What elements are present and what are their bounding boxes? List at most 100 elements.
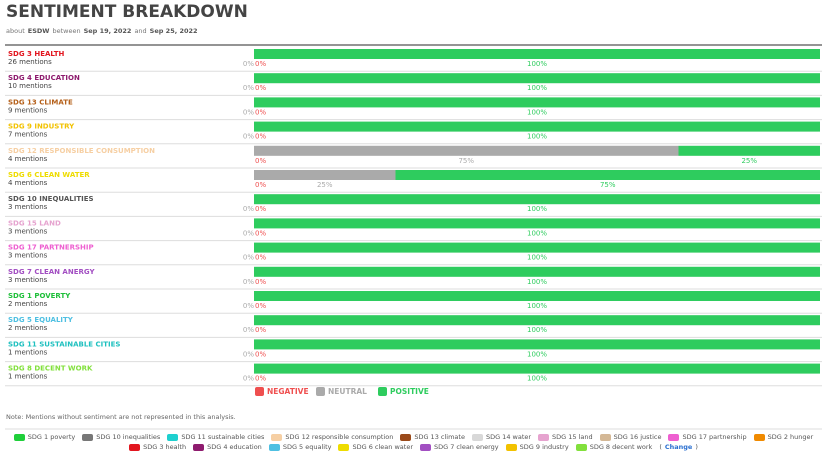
legend-item: SDG 8 decent work <box>575 443 653 451</box>
value-label: 0% <box>255 84 266 92</box>
subtitle-part: Sep 19, 2022 <box>84 27 132 35</box>
row-label: SDG 15 LAND <box>8 219 61 227</box>
value-label: 100% <box>527 133 547 141</box>
subtitle-part: and <box>134 27 146 35</box>
legend-label: SDG 16 justice <box>613 433 662 441</box>
sentiment-label: POSITIVE <box>390 387 429 396</box>
legend-swatch <box>420 443 431 451</box>
change-paren: ) <box>695 443 698 451</box>
legend-row: SDG 1 poverty SDG 10 inequalities SDG 11 s… <box>0 432 827 442</box>
legend-swatch <box>193 443 205 451</box>
row-mentions: 2 mentions <box>8 300 48 308</box>
row-mentions: 3 mentions <box>8 203 48 211</box>
legend-label: SDG 7 clean energy <box>434 443 499 451</box>
value-label: 0% <box>255 278 266 286</box>
legend-item: SDG 12 responsible consumption <box>271 433 393 441</box>
bar-segment <box>254 73 820 84</box>
row-label: SDG 10 INEQUALITIES <box>8 195 94 203</box>
legend-row: SDG 3 health SDG 4 education SDG 5 equalit… <box>0 442 827 452</box>
row-mentions: 26 mentions <box>8 58 52 66</box>
value-label: 0% <box>243 375 254 383</box>
value-label: 100% <box>527 375 547 383</box>
bar-segment <box>254 121 820 132</box>
legend-label: SDG 3 health <box>143 443 187 451</box>
value-label: 0% <box>243 254 254 262</box>
value-label: 0% <box>255 302 266 310</box>
legend-label: SDG 11 sustainable cities <box>181 433 265 441</box>
subtitle: about ESDW between Sep 19, 2022 and Sep 25, 2… <box>6 27 198 35</box>
value-label: 100% <box>527 205 547 213</box>
legend-label: SDG 13 climate <box>414 433 465 441</box>
row-label: SDG 17 PARTNERSHIP <box>8 244 94 252</box>
legend-item: SDG 3 health <box>129 443 186 451</box>
subtitle-part: about <box>6 27 25 35</box>
legend-item: SDG 1 poverty <box>13 433 76 441</box>
legend-swatch <box>538 433 550 441</box>
value-label: 0% <box>255 60 266 68</box>
row-mentions: 1 mentions <box>8 373 48 381</box>
value-label: 0% <box>255 108 266 116</box>
legend-item: SDG 14 water <box>471 433 532 441</box>
legend-label: SDG 8 decent work <box>589 443 653 451</box>
legend-swatch <box>13 433 25 441</box>
sentiment-label: NEUTRAL <box>328 387 367 396</box>
value-label: 0% <box>243 350 254 358</box>
bar-segment <box>254 97 820 108</box>
bar-segment <box>254 363 820 374</box>
value-label: 0% <box>243 229 254 237</box>
legend-item: SDG 7 clean energy <box>420 443 499 451</box>
value-label: 75% <box>600 181 616 189</box>
legend-label: SDG 1 poverty <box>27 433 76 441</box>
value-label: 0% <box>255 375 266 383</box>
change: (Change) <box>659 443 698 451</box>
value-label: 75% <box>458 157 474 165</box>
value-label: 100% <box>527 60 547 68</box>
bar-segment <box>254 242 820 253</box>
value-label: 0% <box>243 205 254 213</box>
legend-label: SDG 14 water <box>485 433 532 441</box>
legend-item: SDG 2 hunger <box>753 433 813 441</box>
legend-label: SDG 12 responsible consumption <box>285 433 394 441</box>
note: Note: Mentions without sentiment are not… <box>6 413 236 421</box>
bar-segment <box>254 291 820 301</box>
sentiment-label: NEGATIVE <box>267 387 309 396</box>
bar-segment <box>254 315 820 326</box>
legend: SDG 1 poverty SDG 10 inequalities SDG 11 s… <box>0 432 827 452</box>
value-label: 100% <box>527 350 547 358</box>
legend-swatch <box>82 433 94 441</box>
row-mentions: 3 mentions <box>8 276 48 284</box>
row-label: SDG 9 INDUSTRY <box>8 123 75 131</box>
legend-swatch <box>271 433 283 441</box>
subtitle-part: ESDW <box>28 27 50 35</box>
value-label: 0% <box>255 350 266 358</box>
legend-item: SDG 13 climate <box>400 433 465 441</box>
value-label: 0% <box>243 108 254 116</box>
row-mentions: 4 mentions <box>8 179 48 187</box>
row-mentions: 9 mentions <box>8 106 48 114</box>
row-label: SDG 8 DECENT WORK <box>8 365 93 373</box>
bar-segment <box>254 339 820 350</box>
value-label: 0% <box>255 133 266 141</box>
legend-label: SDG 10 inequalities <box>96 433 161 441</box>
value-label: 100% <box>527 278 547 286</box>
legend-swatch <box>753 433 765 441</box>
row-label: SDG 4 EDUCATION <box>8 74 80 82</box>
value-label: 0% <box>243 84 254 92</box>
bar-segment <box>678 145 820 156</box>
legend-label: SDG 15 land <box>552 433 593 441</box>
legend-swatch <box>268 443 280 451</box>
value-label: 25% <box>741 157 757 165</box>
value-label: 100% <box>527 84 547 92</box>
legend-item: SDG 5 equality <box>268 443 331 451</box>
row-mentions: 1 mentions <box>8 348 48 356</box>
legend-item: SDG 11 sustainable cities <box>167 433 264 441</box>
value-label: 25% <box>317 181 333 189</box>
row-label: SDG 13 CLIMATE <box>8 98 73 106</box>
value-label: 0% <box>255 254 266 262</box>
bar-segment <box>254 218 820 229</box>
value-label: 0% <box>243 60 254 68</box>
change-link[interactable]: Change <box>664 443 693 451</box>
legend-label: SDG 9 industry <box>519 443 569 451</box>
legend-swatch <box>599 433 611 441</box>
row-mentions: 4 mentions <box>8 155 48 163</box>
